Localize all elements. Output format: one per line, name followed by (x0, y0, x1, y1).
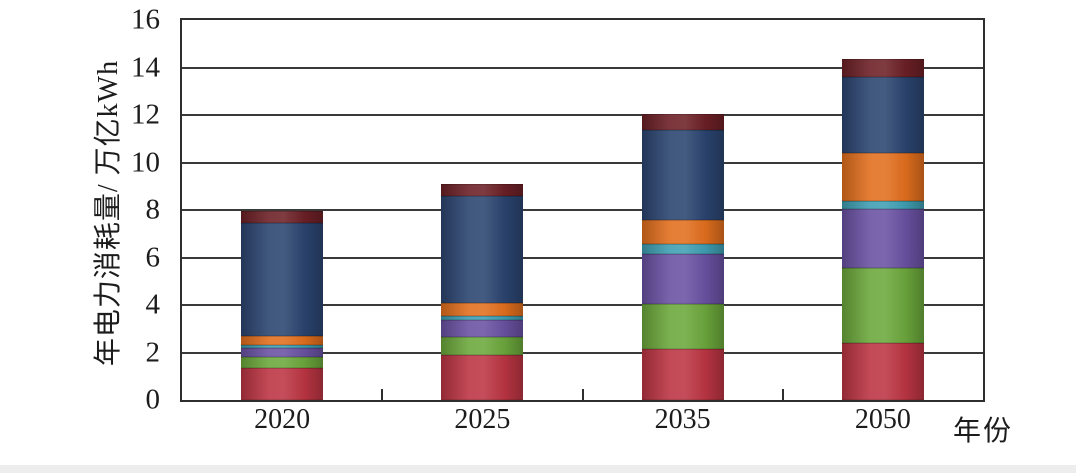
y-axis-tick-labels: 0 2 4 6 8 10 12 14 16 (0, 5, 170, 414)
x-axis-title: 年份 (953, 416, 1014, 447)
x-tick-label-2020: 2020 (254, 404, 311, 435)
bar-2050 (841, 59, 924, 400)
bar-2050-green-segment (841, 268, 924, 343)
bar-2020-green-segment (241, 357, 324, 368)
bar-2020-crimson-bottom-segment (241, 367, 324, 400)
gridline-y-10 (182, 161, 983, 164)
bar-2025-maroon-top-segment (441, 183, 524, 196)
y-tick-label-4: 4 (145, 288, 161, 321)
x-axis-tick-mark (381, 389, 384, 400)
bar-2020 (241, 211, 324, 400)
gridline-y-8 (182, 209, 983, 211)
bar-2035-purple-segment (641, 253, 724, 304)
bar-2025-orange-segment (441, 302, 524, 316)
bar-2050-orange-segment (841, 153, 924, 201)
footer-strip (0, 465, 1076, 473)
gridline-y-12 (182, 114, 983, 116)
y-tick-label-6: 6 (145, 241, 161, 273)
bar-2025 (441, 183, 524, 400)
plot-area (180, 18, 985, 402)
x-axis-tick-labels: 2020 2025 2035 2050 (180, 406, 985, 440)
y-tick-label-16: 16 (131, 3, 160, 36)
bar-2050-purple-segment (841, 208, 924, 269)
bar-2025-green-segment (441, 337, 524, 355)
bar-2050-teal-segment (841, 200, 924, 209)
bar-2020-navy-segment (241, 223, 324, 336)
bar-2025-crimson-bottom-segment (441, 354, 524, 400)
x-tick-label-2025: 2025 (454, 404, 511, 435)
bar-2035-navy-segment (641, 130, 724, 220)
gridline-y-2 (182, 351, 983, 354)
bar-2050-maroon-top-segment (841, 59, 924, 77)
y-tick-label-12: 12 (131, 98, 160, 131)
x-axis-tick-mark (781, 389, 784, 400)
x-tick-label-2050: 2050 (854, 404, 911, 435)
bar-2025-navy-segment (441, 195, 524, 303)
y-tick-label-0: 0 (145, 383, 161, 416)
y-tick-label-10: 10 (131, 146, 160, 178)
x-axis-tick-mark (581, 389, 584, 400)
bar-2025-purple-segment (441, 320, 524, 338)
y-tick-label-14: 14 (131, 51, 160, 83)
bar-2035-orange-segment (641, 219, 724, 245)
bar-2050-navy-segment (841, 77, 924, 153)
bar-2050-crimson-bottom-segment (841, 343, 924, 400)
bar-2020-teal-segment (241, 345, 324, 348)
gridline-y-4 (182, 304, 983, 306)
bar-2020-purple-segment (241, 347, 324, 358)
bar-2035-crimson-bottom-segment (641, 348, 724, 400)
bar-2035-maroon-top-segment (641, 113, 724, 131)
bar-2020-maroon-top-segment (241, 211, 324, 224)
bar-2035-teal-segment (641, 244, 724, 254)
gridline-y-6 (182, 256, 983, 259)
y-tick-label-2: 2 (145, 336, 161, 368)
y-tick-label-8: 8 (145, 193, 161, 226)
bar-2025-teal-segment (441, 315, 524, 321)
bar-2035 (641, 113, 724, 400)
x-tick-label-2035: 2035 (654, 404, 711, 435)
bar-2020-orange-segment (241, 335, 324, 346)
bar-2035-green-segment (641, 303, 724, 349)
gridline-y-14 (182, 66, 983, 69)
